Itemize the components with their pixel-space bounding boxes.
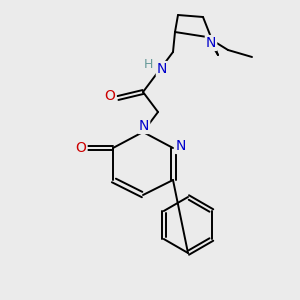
Text: N: N xyxy=(206,36,216,50)
Text: H: H xyxy=(143,58,153,71)
Text: O: O xyxy=(105,89,116,103)
Text: O: O xyxy=(76,141,86,155)
Text: N: N xyxy=(176,139,186,153)
Text: N: N xyxy=(139,119,149,133)
Text: N: N xyxy=(157,62,167,76)
